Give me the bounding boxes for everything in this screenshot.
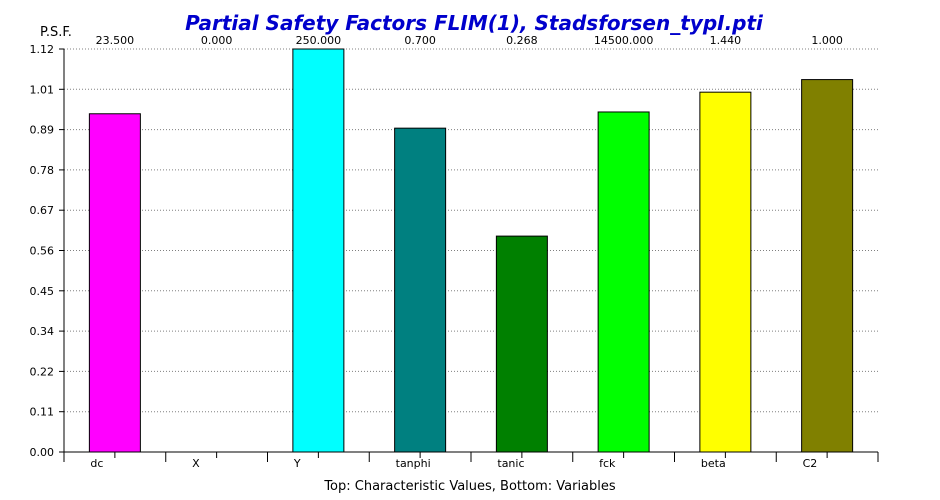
category-label: dc <box>90 457 103 470</box>
y-axis-label: P.S.F. <box>40 25 72 40</box>
bar-tanphi <box>394 127 447 453</box>
top-labels-group: 23.500 0.000 250.000 0.700 0.268 14500.000 1.4… <box>96 34 843 47</box>
bar-y <box>292 48 345 453</box>
top-value-label: 0.268 <box>506 34 538 47</box>
grid-lines <box>64 48 878 413</box>
category-label: beta <box>701 457 726 470</box>
y-tick-label: 0.11 <box>30 406 55 419</box>
bar-c2 <box>801 79 854 453</box>
bar-dc <box>88 113 141 453</box>
category-label: C2 <box>803 457 818 470</box>
bar-tanic <box>495 235 548 453</box>
category-label: tanic <box>497 457 524 470</box>
y-tick-label: 1.12 <box>30 43 55 56</box>
y-tick-label: 0.89 <box>30 124 55 137</box>
top-value-label: 14500.000 <box>594 34 654 47</box>
y-ticks-group: 0.00 0.11 0.22 0.34 0.45 0.56 0.67 0.78 0.89 1.01… <box>30 43 64 459</box>
y-tick-label: 0.00 <box>30 446 55 459</box>
top-value-label: 250.000 <box>296 34 342 47</box>
top-value-label: 23.500 <box>96 34 135 47</box>
category-label: tanphi <box>396 457 431 470</box>
category-label: fck <box>599 457 616 470</box>
top-value-label: 0.000 <box>201 34 233 47</box>
top-value-label: 0.700 <box>404 34 436 47</box>
category-label: X <box>192 457 200 470</box>
bar-fck <box>597 111 650 453</box>
y-tick-label: 0.78 <box>30 164 55 177</box>
top-value-label: 1.000 <box>811 34 843 47</box>
axes-group <box>63 49 878 453</box>
y-tick-label: 0.67 <box>30 204 55 217</box>
y-tick-label: 0.34 <box>30 325 55 338</box>
y-tick-label: 0.56 <box>30 245 55 258</box>
y-tick-label: 0.45 <box>30 285 55 298</box>
x-axis-label: Top: Characteristic Values, Bottom: Vari… <box>323 479 616 494</box>
category-label: Y <box>293 457 301 470</box>
y-tick-label: 1.01 <box>30 83 55 96</box>
bars-group <box>88 48 854 453</box>
top-value-label: 1.440 <box>710 34 742 47</box>
y-tick-label: 0.22 <box>30 365 55 378</box>
bar-beta <box>699 91 752 453</box>
chart-title: Partial Safety Factors FLIM(1), Stadsfor… <box>185 11 764 35</box>
